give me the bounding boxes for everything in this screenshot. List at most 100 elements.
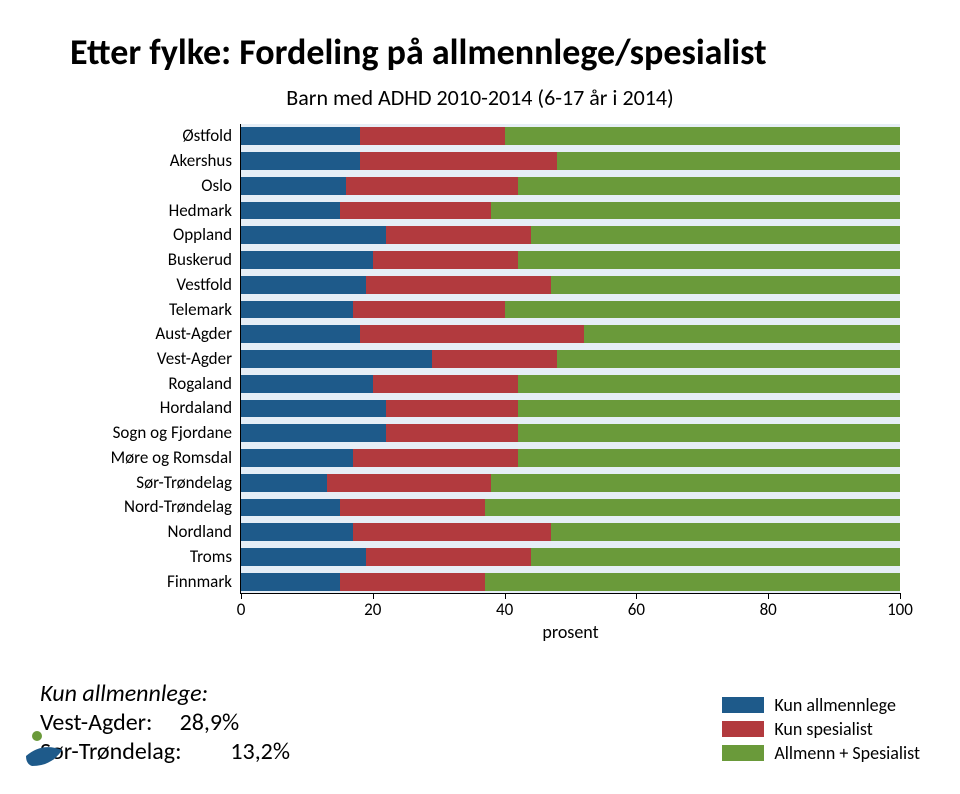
x-tick-label: 100 — [887, 599, 913, 620]
bar-row — [241, 276, 900, 294]
y-label: Akershus — [170, 152, 232, 169]
bar-segment — [518, 424, 900, 442]
note-block: Kun allmennlege: Vest-Agder: 28,9% Sør-T… — [40, 679, 290, 766]
bar-segment — [505, 301, 900, 319]
bar-segment — [241, 251, 373, 269]
bar-row — [241, 152, 900, 170]
chart: Barn med ADHD 2010-2014 (6-17 år i 2014)… — [40, 84, 920, 644]
y-label: Troms — [190, 548, 232, 565]
bar-segment — [505, 127, 900, 145]
legend-item: Allmenn + Spesialist — [722, 742, 920, 764]
bar-segment — [241, 523, 353, 541]
bar-segment — [353, 523, 551, 541]
y-label: Nordland — [168, 523, 232, 540]
bar-segment — [340, 499, 485, 517]
bar-segment — [360, 127, 505, 145]
y-label: Hedmark — [169, 202, 232, 219]
bar-segment — [485, 573, 900, 591]
bar-row — [241, 449, 900, 467]
bar-row — [241, 325, 900, 343]
y-label: Møre og Romsdal — [111, 449, 232, 466]
bar-row — [241, 301, 900, 319]
bar-segment — [485, 499, 900, 517]
slide: Etter fylke: Fordeling på allmennlege/sp… — [0, 0, 960, 794]
bar-segment — [360, 325, 584, 343]
bar-row — [241, 548, 900, 566]
bar-segment — [557, 152, 900, 170]
y-label: Hordaland — [160, 399, 232, 416]
bar-segment — [551, 276, 900, 294]
note-header: Kun allmennlege: — [40, 679, 290, 708]
bar-segment — [340, 202, 492, 220]
bar-segment — [241, 548, 366, 566]
bar-segment — [241, 474, 327, 492]
x-tick-label: 0 — [237, 599, 246, 620]
bar-row — [241, 400, 900, 418]
chart-subtitle: Barn med ADHD 2010-2014 (6-17 år i 2014) — [40, 84, 920, 111]
bar-row — [241, 177, 900, 195]
bar-row — [241, 424, 900, 442]
y-label: Oppland — [173, 226, 232, 243]
bar-segment — [366, 276, 551, 294]
bar-segment — [366, 548, 531, 566]
legend-swatch — [722, 721, 764, 737]
bar-row — [241, 202, 900, 220]
bar-segment — [241, 350, 432, 368]
bar-segment — [518, 251, 900, 269]
logo-icon — [22, 726, 68, 772]
bar-segment — [531, 548, 900, 566]
bar-segment — [241, 276, 366, 294]
y-label: Vest-Agder — [157, 350, 232, 367]
bar-row — [241, 499, 900, 517]
bar-segment — [518, 375, 900, 393]
x-axis-title: prosent — [241, 621, 900, 643]
bar-row — [241, 127, 900, 145]
bar-row — [241, 226, 900, 244]
bar-segment — [386, 400, 518, 418]
bar-segment — [360, 152, 558, 170]
bar-segment — [373, 251, 518, 269]
legend-label: Kun spesialist — [774, 718, 872, 740]
y-label: Østfold — [182, 127, 232, 144]
bar-segment — [241, 449, 353, 467]
bar-segment — [241, 499, 340, 517]
bar-segment — [241, 226, 386, 244]
bar-segment — [491, 474, 900, 492]
y-label: Buskerud — [168, 251, 232, 268]
legend-swatch — [722, 697, 764, 713]
bar-segment — [386, 424, 518, 442]
bar-row — [241, 251, 900, 269]
bar-segment — [241, 152, 360, 170]
legend-swatch — [722, 745, 764, 761]
bar-segment — [241, 573, 340, 591]
bar-row — [241, 474, 900, 492]
y-label: Nord-Trøndelag — [124, 498, 232, 515]
legend-item: Kun spesialist — [722, 718, 920, 740]
x-tick-label: 40 — [496, 599, 513, 620]
bar-row — [241, 573, 900, 591]
y-label: Telemark — [169, 301, 232, 318]
bar-segment — [518, 400, 900, 418]
bar-row — [241, 375, 900, 393]
footer: Kun allmennlege: Vest-Agder: 28,9% Sør-T… — [40, 679, 920, 766]
legend-item: Kun allmennlege — [722, 694, 920, 716]
y-label: Aust-Agder — [155, 325, 232, 342]
y-label: Finnmark — [167, 573, 232, 590]
note-line-1: Sør-Trøndelag: 13,2% — [40, 737, 290, 766]
x-tick-label: 20 — [364, 599, 381, 620]
bar-segment — [518, 177, 900, 195]
bar-segment — [373, 375, 518, 393]
bar-segment — [518, 449, 900, 467]
bar-row — [241, 350, 900, 368]
y-label: Oslo — [201, 177, 232, 194]
bar-segment — [241, 325, 360, 343]
bar-segment — [241, 375, 373, 393]
x-tick-label: 80 — [760, 599, 777, 620]
bar-segment — [491, 202, 900, 220]
y-label: Sogn og Fjordane — [113, 424, 232, 441]
bar-row — [241, 523, 900, 541]
legend-label: Allmenn + Spesialist — [774, 742, 920, 764]
bar-segment — [353, 301, 505, 319]
bar-segment — [557, 350, 900, 368]
y-label: Sør-Trøndelag — [136, 474, 232, 491]
